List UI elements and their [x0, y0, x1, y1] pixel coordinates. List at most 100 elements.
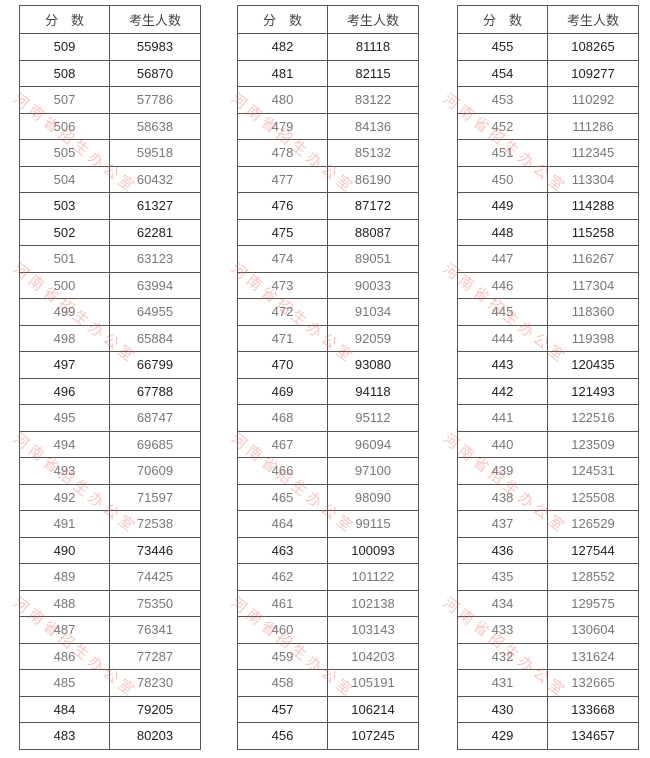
table-row: 505 59518 — [19, 139, 201, 167]
count-cell: 107245 — [327, 722, 419, 750]
table-row: 487 76341 — [19, 616, 201, 644]
score-cell: 483 — [19, 722, 110, 750]
count-cell: 76341 — [109, 616, 201, 644]
count-cell: 124531 — [547, 457, 639, 485]
table-row: 479 84136 — [237, 112, 419, 140]
count-cell: 81118 — [327, 33, 419, 61]
header-count: 考生人数 — [547, 5, 639, 34]
table-row: 459 104203 — [237, 642, 419, 670]
table-row: 451 112345 — [457, 139, 639, 167]
score-cell: 502 — [19, 218, 110, 246]
table-row: 501 63123 — [19, 245, 201, 273]
count-cell: 90033 — [327, 271, 419, 299]
count-cell: 128552 — [547, 563, 639, 591]
score-cell: 482 — [237, 33, 328, 61]
table-row: 461 102138 — [237, 589, 419, 617]
table-row: 476 87172 — [237, 192, 419, 220]
score-cell: 445 — [457, 298, 548, 326]
table-row: 466 97100 — [237, 457, 419, 485]
count-cell: 68747 — [109, 404, 201, 432]
score-cell: 446 — [457, 271, 548, 299]
table-row: 474 89051 — [237, 245, 419, 273]
table-row: 450 113304 — [457, 165, 639, 193]
score-cell: 485 — [19, 669, 110, 697]
table-row: 468 95112 — [237, 404, 419, 432]
table-row: 502 62281 — [19, 218, 201, 246]
count-cell: 80203 — [109, 722, 201, 750]
score-cell: 505 — [19, 139, 110, 167]
count-cell: 134657 — [547, 722, 639, 750]
score-cell: 478 — [237, 139, 328, 167]
table-row: 490 73446 — [19, 536, 201, 564]
score-cell: 457 — [237, 695, 328, 723]
table-row: 489 74425 — [19, 563, 201, 591]
score-cell: 496 — [19, 377, 110, 405]
table-row: 438 125508 — [457, 483, 639, 511]
score-cell: 433 — [457, 616, 548, 644]
count-cell: 82115 — [327, 59, 419, 87]
table-row: 430 133668 — [457, 695, 639, 723]
table-row: 484 79205 — [19, 695, 201, 723]
count-cell: 73446 — [109, 536, 201, 564]
count-cell: 58638 — [109, 112, 201, 140]
table-header-row: 分 数考生人数 — [237, 5, 419, 34]
table-row: 456 107245 — [237, 722, 419, 750]
score-cell: 477 — [237, 165, 328, 193]
table-row: 463 100093 — [237, 536, 419, 564]
table-row: 449 114288 — [457, 192, 639, 220]
table-header-row: 分 数考生人数 — [457, 5, 639, 34]
count-cell: 66799 — [109, 351, 201, 379]
score-cell: 430 — [457, 695, 548, 723]
table-row: 447 116267 — [457, 245, 639, 273]
table-row: 481 82115 — [237, 59, 419, 87]
count-cell: 102138 — [327, 589, 419, 617]
count-cell: 62281 — [109, 218, 201, 246]
table-row: 485 78230 — [19, 669, 201, 697]
count-cell: 131624 — [547, 642, 639, 670]
table-row: 494 69685 — [19, 430, 201, 458]
count-cell: 78230 — [109, 669, 201, 697]
header-count: 考生人数 — [327, 5, 419, 34]
count-cell: 115258 — [547, 218, 639, 246]
score-cell: 486 — [19, 642, 110, 670]
table-row: 452 111286 — [457, 112, 639, 140]
count-cell: 105191 — [327, 669, 419, 697]
count-cell: 120435 — [547, 351, 639, 379]
score-cell: 501 — [19, 245, 110, 273]
score-cell: 448 — [457, 218, 548, 246]
table-row: 509 55983 — [19, 33, 201, 61]
score-cell: 459 — [237, 642, 328, 670]
count-cell: 101122 — [327, 563, 419, 591]
count-cell: 87172 — [327, 192, 419, 220]
count-cell: 75350 — [109, 589, 201, 617]
score-cell: 507 — [19, 86, 110, 114]
table-row: 444 119398 — [457, 324, 639, 352]
table-row: 492 71597 — [19, 483, 201, 511]
table-row: 462 101122 — [237, 563, 419, 591]
score-cell: 444 — [457, 324, 548, 352]
table-row: 472 91034 — [237, 298, 419, 326]
score-cell: 474 — [237, 245, 328, 273]
count-cell: 103143 — [327, 616, 419, 644]
score-cell: 506 — [19, 112, 110, 140]
score-cell: 449 — [457, 192, 548, 220]
count-cell: 110292 — [547, 86, 639, 114]
score-cell: 468 — [237, 404, 328, 432]
count-cell: 77287 — [109, 642, 201, 670]
table-row: 482 81118 — [237, 33, 419, 61]
score-cell: 479 — [237, 112, 328, 140]
table-row: 493 70609 — [19, 457, 201, 485]
score-cell: 499 — [19, 298, 110, 326]
table-row: 445 118360 — [457, 298, 639, 326]
score-cell: 475 — [237, 218, 328, 246]
score-cell: 469 — [237, 377, 328, 405]
score-cell: 434 — [457, 589, 548, 617]
score-cell: 454 — [457, 59, 548, 87]
count-cell: 79205 — [109, 695, 201, 723]
score-cell: 447 — [457, 245, 548, 273]
count-cell: 119398 — [547, 324, 639, 352]
count-cell: 60432 — [109, 165, 201, 193]
header-score: 分 数 — [237, 5, 328, 34]
table-row: 497 66799 — [19, 351, 201, 379]
count-cell: 118360 — [547, 298, 639, 326]
